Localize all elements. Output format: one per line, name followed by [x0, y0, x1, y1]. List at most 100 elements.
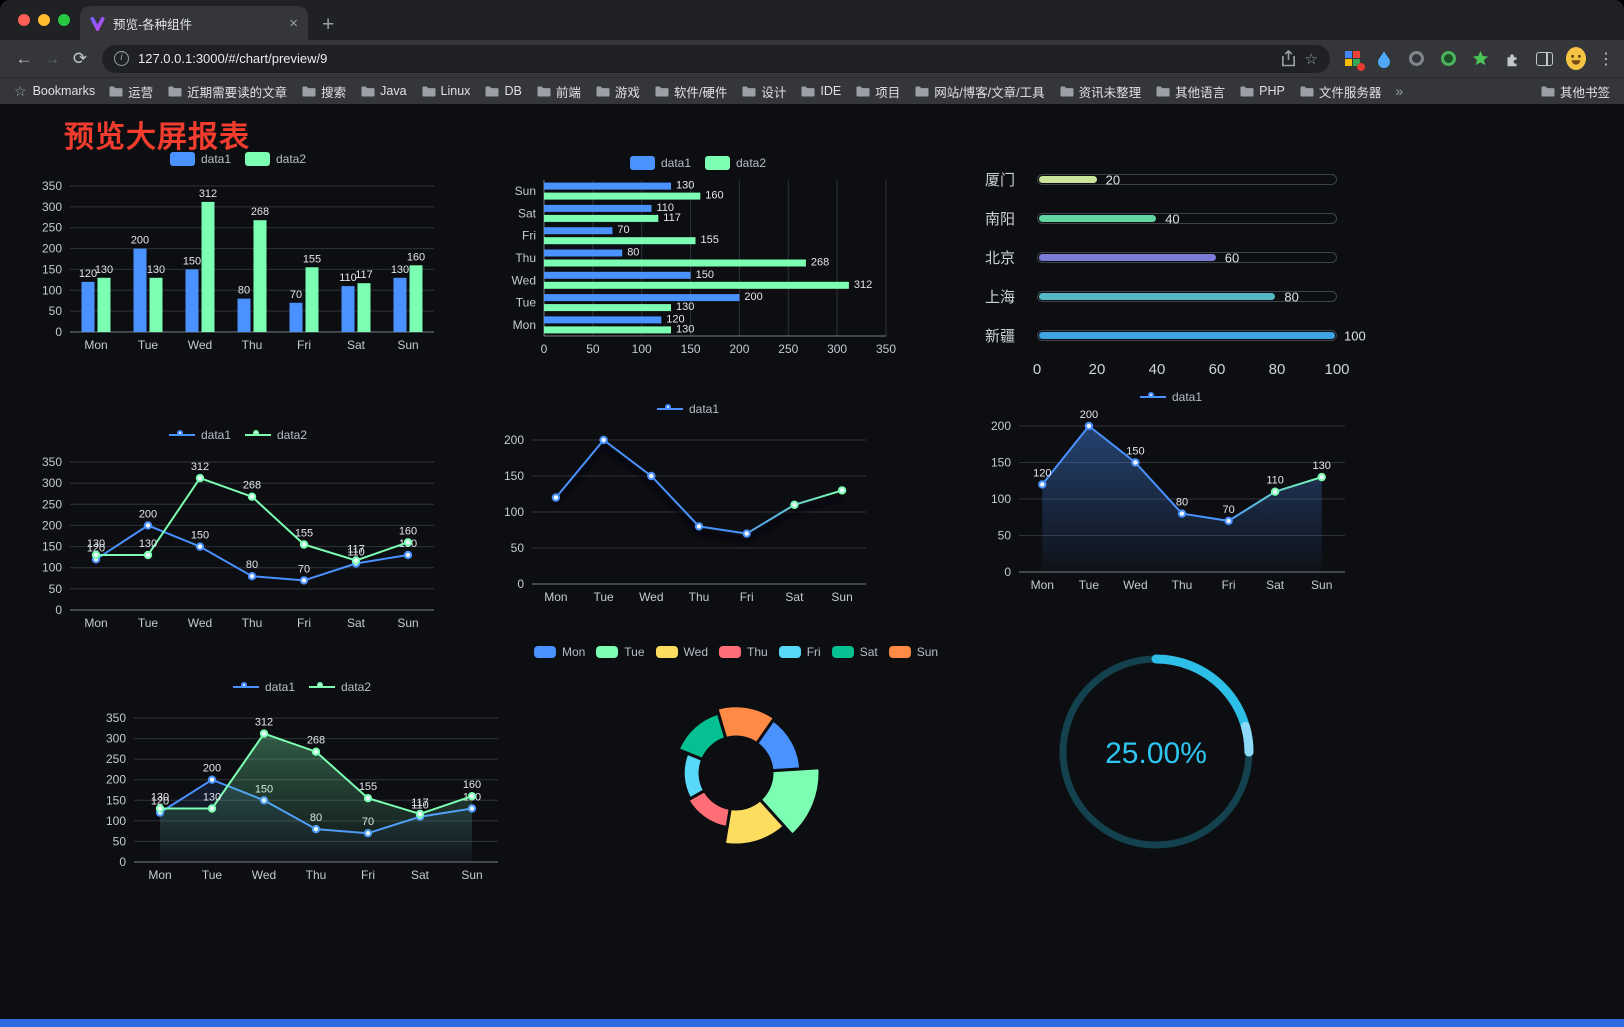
forward-icon[interactable]: →: [43, 48, 61, 68]
folder-icon: [801, 86, 815, 96]
svg-text:Tue: Tue: [202, 868, 223, 882]
site-info-icon[interactable]: i: [114, 51, 129, 66]
svg-text:130: 130: [676, 323, 694, 335]
bookmark-folder[interactable]: 游戏: [596, 82, 640, 101]
svg-text:350: 350: [876, 342, 896, 356]
zoom-window-button[interactable]: [58, 14, 70, 26]
reload-icon[interactable]: ⟳: [72, 48, 88, 68]
svg-text:200: 200: [42, 242, 62, 256]
legend-item[interactable]: data1: [1139, 390, 1202, 404]
bookmark-folder[interactable]: 网站/博客/文章/工具: [915, 82, 1045, 101]
svg-text:Thu: Thu: [242, 338, 263, 352]
legend-item[interactable]: Tue: [596, 645, 645, 659]
legend-item[interactable]: data1: [168, 428, 231, 442]
progress-label: 厦门: [985, 172, 1016, 189]
bookmark-folder[interactable]: 文件服务器: [1300, 82, 1381, 101]
svg-text:Sat: Sat: [1266, 578, 1285, 592]
bookmark-folder[interactable]: Linux: [422, 84, 470, 98]
svg-text:155: 155: [303, 253, 321, 265]
bookmark-folder[interactable]: 近期需要读的文章: [168, 82, 287, 101]
bookmark-folder[interactable]: DB: [485, 84, 522, 98]
legend-swatch: [533, 646, 556, 658]
chart-plot[interactable]: 0 50 100 150 200 Mon Tue Wed Thu Fri Sat Sun 120 200 1…: [985, 408, 1357, 607]
legend-item[interactable]: data2: [309, 680, 371, 694]
chart-plot[interactable]: 0 50 100 150 200 250 300 350 Mon Tue Wed Thu Fri Sat S…: [92, 698, 512, 899]
legend-item[interactable]: data1: [232, 680, 295, 694]
legend-item[interactable]: Sun: [888, 645, 938, 659]
folder-icon: [168, 86, 182, 96]
browser-tab[interactable]: 预览-各种组件 ×: [80, 6, 308, 40]
legend-item[interactable]: data2: [245, 428, 307, 442]
extension-circle-dark-icon[interactable]: [1406, 49, 1426, 69]
chart-plot[interactable]: 25.00%: [1040, 648, 1275, 878]
legend-item[interactable]: Wed: [655, 645, 708, 659]
svg-text:Sat: Sat: [411, 868, 430, 882]
other-bookmarks-folder[interactable]: 其他书签: [1541, 82, 1610, 101]
folder-icon: [856, 86, 870, 96]
url-text[interactable]: 127.0.0.1:3000/#/chart/preview/9: [138, 51, 328, 66]
svg-text:100: 100: [42, 283, 62, 297]
chart-plot[interactable]: [540, 664, 932, 975]
legend-item[interactable]: Sat: [831, 645, 878, 659]
bookmark-folder[interactable]: 设计: [742, 82, 786, 101]
bookmark-folder[interactable]: Java: [361, 84, 407, 98]
svg-text:150: 150: [106, 793, 126, 807]
svg-text:350: 350: [42, 179, 62, 193]
close-window-button[interactable]: [18, 14, 30, 26]
bookmark-folder[interactable]: 其他语言: [1156, 82, 1225, 101]
profile-avatar[interactable]: [1566, 47, 1586, 70]
svg-text:130: 130: [87, 538, 105, 550]
back-icon[interactable]: ←: [15, 48, 33, 68]
bookmark-folder[interactable]: IDE: [801, 84, 841, 98]
other-bookmarks-label: 其他书签: [1559, 85, 1610, 100]
chart-plot[interactable]: 0 50 100 150 200 250 300 350 Mon Tue Wed Thu Fri Sat S…: [28, 446, 448, 647]
extension-drop-icon[interactable]: [1374, 49, 1394, 69]
chart-line-grouped: data1 data2 0 50 100 150 200 250 300 350 Mon Tue We…: [28, 424, 448, 642]
extension-circle-green-icon[interactable]: [1438, 49, 1458, 69]
chart-plot[interactable]: 0 50 100 150 200 250 300 350 Sun 130 160 Sat 110 117 F…: [498, 174, 898, 369]
bookmark-folder[interactable]: 前端: [537, 82, 581, 101]
legend-item[interactable]: data2: [245, 152, 306, 166]
bookmarks-overflow-chevron[interactable]: »: [1395, 83, 1404, 99]
svg-text:250: 250: [42, 497, 62, 511]
extension-star-green-icon[interactable]: [1470, 49, 1490, 69]
bookmark-folder[interactable]: 搜索: [302, 82, 346, 101]
new-tab-button[interactable]: +: [322, 13, 335, 36]
chart-plot[interactable]: 0 50 100 150 200 Mon Tue Wed Thu Fri Sat Sun: [498, 420, 878, 619]
chart-plot[interactable]: 厦门 20 南阳 40 北京 60 上海 80: [985, 160, 1366, 395]
legend-item[interactable]: data1: [656, 402, 719, 416]
svg-text:250: 250: [778, 342, 798, 356]
legend-item[interactable]: data2: [705, 156, 766, 170]
tab-close-icon[interactable]: ×: [289, 14, 298, 32]
legend-swatch: [719, 646, 741, 658]
bookmark-folder[interactable]: 资讯未整理: [1060, 82, 1141, 101]
address-bar[interactable]: i 127.0.0.1:3000/#/chart/preview/9 ☆: [102, 44, 1330, 73]
legend-item[interactable]: Thu: [719, 645, 768, 659]
line-area-grouped-svg: 0 50 100 150 200 250 300 350 Mon Tue Wed Thu Fri Sat S…: [106, 711, 498, 882]
svg-text:250: 250: [106, 752, 126, 766]
svg-text:150: 150: [991, 456, 1011, 470]
legend-item[interactable]: Mon: [533, 645, 585, 659]
gauge-progress-svg: 25.00%: [1059, 654, 1254, 849]
legend-item[interactable]: data1: [629, 156, 691, 170]
legend-item[interactable]: data1: [169, 152, 231, 166]
svg-text:Tue: Tue: [138, 338, 159, 352]
bookmarks-manager-item[interactable]: ☆ Bookmarks: [14, 83, 95, 100]
chart-plot[interactable]: 0 50 100 150 200 250 300 350 120 200 150 80 70 110 130…: [28, 170, 448, 367]
bookmark-star-icon[interactable]: ☆: [1304, 50, 1318, 68]
bookmark-folder[interactable]: PHP: [1240, 84, 1285, 98]
chart-legend: data1 data2: [92, 676, 512, 698]
side-panel-icon[interactable]: [1534, 49, 1554, 69]
progress-track: 20: [1037, 172, 1337, 187]
extensions-puzzle-icon[interactable]: [1502, 49, 1522, 69]
minimize-window-button[interactable]: [38, 14, 50, 26]
share-icon[interactable]: [1281, 50, 1296, 67]
bookmark-folder[interactable]: 软件/硬件: [655, 82, 727, 101]
legend-item[interactable]: Fri: [778, 645, 821, 659]
svg-text:200: 200: [504, 433, 524, 447]
bookmark-folder[interactable]: 项目: [856, 82, 900, 101]
svg-text:50: 50: [113, 834, 127, 848]
browser-menu-icon[interactable]: ⋮: [1598, 50, 1614, 68]
extension-grid-icon[interactable]: [1342, 49, 1365, 71]
bookmark-folder[interactable]: 运营: [109, 82, 153, 101]
